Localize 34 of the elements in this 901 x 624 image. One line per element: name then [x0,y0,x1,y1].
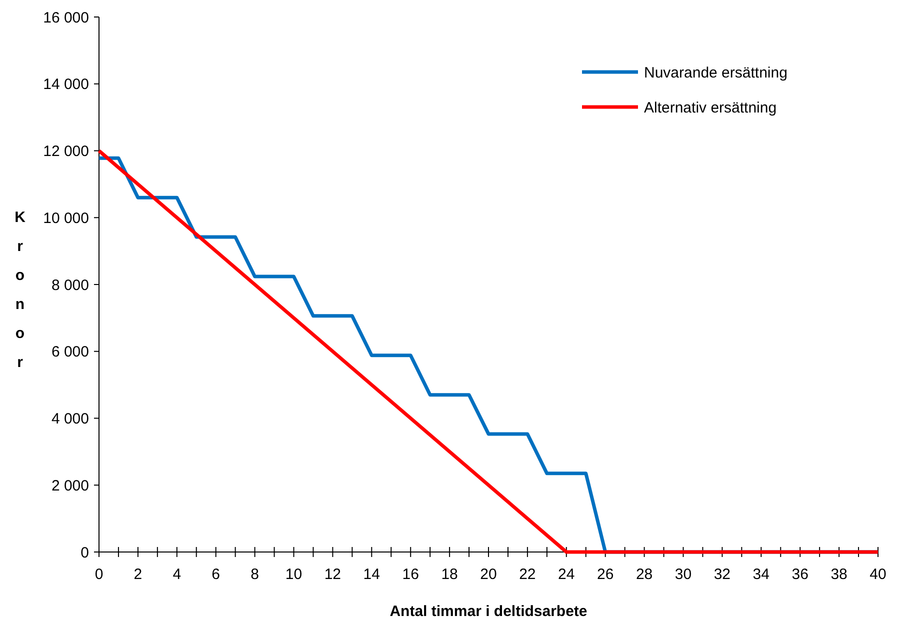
x-tick-label: 40 [870,566,886,583]
y-tick-label: 16 000 [43,9,89,26]
x-tick-label: 10 [285,566,302,583]
x-tick-label: 30 [674,566,692,583]
legend-label: Alternativ ersättning [644,99,777,116]
y-tick-label: 0 [80,544,89,562]
y-tick-label: 6 000 [51,344,89,361]
legend-label: Nuvarande ersättning [644,64,788,82]
y-tick-label: 10 000 [43,210,89,227]
y-tick-label: 12 000 [43,143,89,160]
y-tick-label: 2 000 [51,477,89,494]
x-axis-title: Antal timmar i deltidsarbete [390,603,588,620]
x-tick-label: 0 [94,566,104,583]
x-tick-label: 36 [792,566,808,583]
x-tick-label: 38 [830,566,848,583]
x-tick-label: 26 [597,566,614,583]
x-tick-label: 8 [250,566,259,583]
x-tick-label: 32 [714,566,731,583]
y-axis-title: Kronor [14,209,26,371]
x-tick-label: 14 [363,566,380,583]
x-tick-label: 22 [519,566,536,583]
x-tick-label: 24 [558,566,575,583]
y-tick-label: 8 000 [51,276,89,294]
x-tick-label: 20 [480,566,497,583]
x-tick-label: 18 [441,566,458,583]
x-tick-label: 6 [212,566,220,583]
y-tick-label: 4 000 [51,410,89,428]
x-tick-label: 4 [172,566,182,583]
x-tick-label: 34 [752,566,770,583]
y-tick-label: 14 000 [43,76,89,94]
x-tick-label: 28 [636,566,653,583]
x-tick-label: 16 [402,566,419,583]
x-tick-label: 12 [324,566,342,583]
x-tick-label: 2 [134,566,142,583]
